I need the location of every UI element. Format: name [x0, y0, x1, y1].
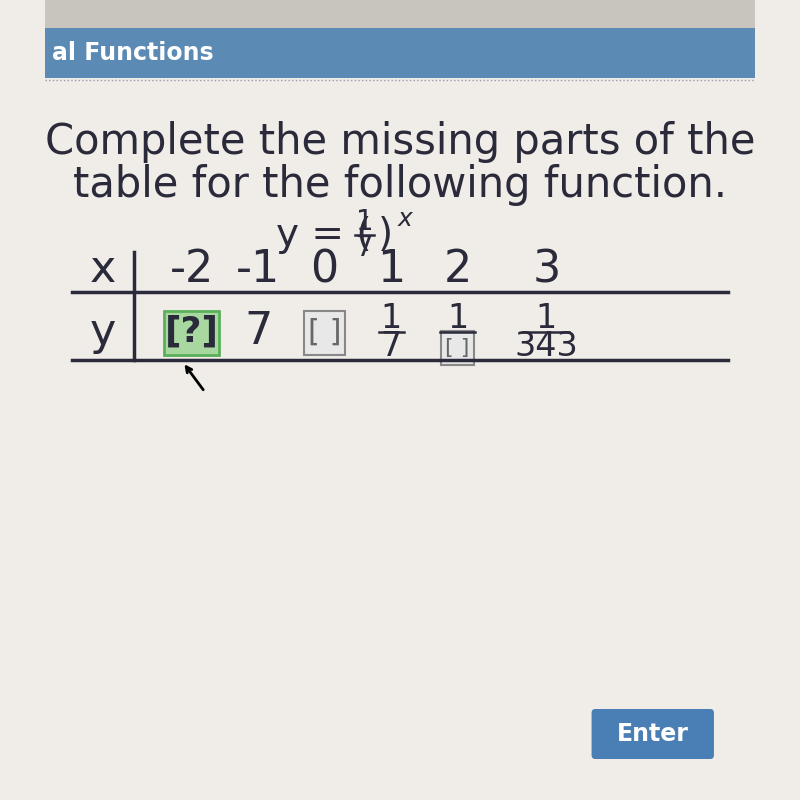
- Text: y: y: [90, 310, 116, 354]
- Text: al Functions: al Functions: [52, 41, 214, 65]
- Bar: [46, 0, 754, 28]
- FancyBboxPatch shape: [304, 311, 345, 355]
- Text: x: x: [90, 249, 116, 291]
- Text: -1: -1: [236, 249, 280, 291]
- Text: 3: 3: [532, 249, 561, 291]
- Text: Complete the missing parts of the: Complete the missing parts of the: [45, 121, 755, 163]
- Text: table for the following function.: table for the following function.: [73, 164, 727, 206]
- Text: [ ]: [ ]: [446, 338, 470, 358]
- Text: x: x: [398, 207, 412, 231]
- Text: [ ]: [ ]: [308, 318, 342, 346]
- Text: [?]: [?]: [165, 315, 218, 349]
- Text: 2: 2: [443, 249, 472, 291]
- Text: 7: 7: [356, 234, 374, 262]
- FancyBboxPatch shape: [591, 709, 714, 759]
- Text: Enter: Enter: [617, 722, 689, 746]
- Bar: [46, 28, 754, 78]
- Text: 7: 7: [244, 310, 272, 354]
- Text: -2: -2: [170, 249, 214, 291]
- Text: 1: 1: [356, 208, 374, 236]
- Text: 343: 343: [514, 330, 578, 362]
- Text: 0: 0: [310, 249, 338, 291]
- FancyBboxPatch shape: [164, 311, 219, 355]
- FancyBboxPatch shape: [441, 331, 474, 365]
- Text: 1: 1: [381, 302, 402, 334]
- Text: 1: 1: [536, 302, 557, 334]
- Text: 1: 1: [377, 249, 406, 291]
- Text: 7: 7: [381, 330, 402, 362]
- Text: ): ): [378, 216, 393, 254]
- Text: 1: 1: [447, 302, 468, 334]
- Text: y = (: y = (: [276, 216, 371, 254]
